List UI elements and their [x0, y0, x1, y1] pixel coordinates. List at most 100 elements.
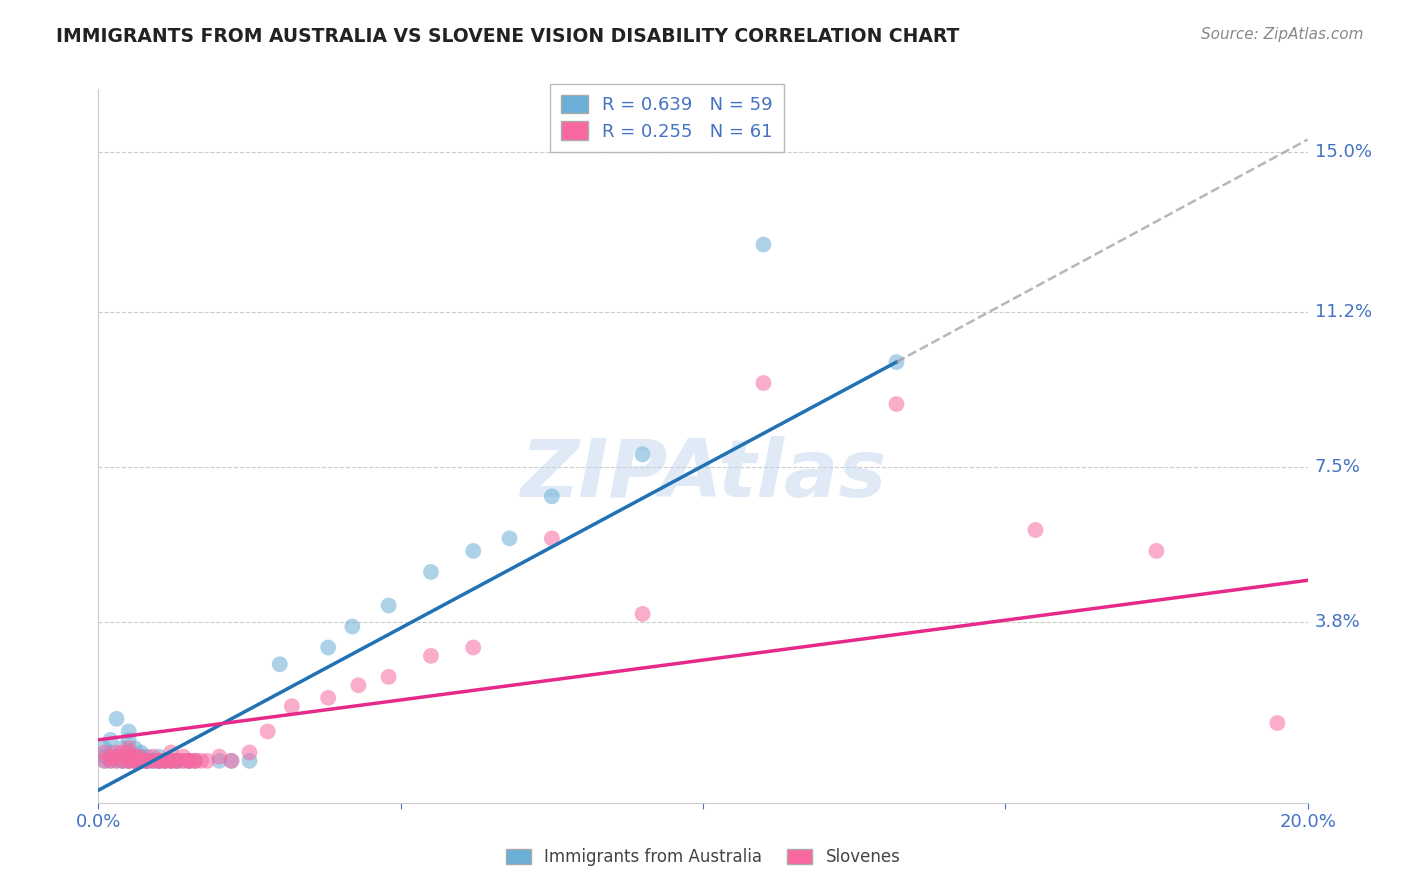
Point	[239, 746, 262, 760]
Point	[129, 754, 152, 768]
Point	[100, 749, 122, 764]
Point	[105, 754, 128, 768]
Point	[105, 746, 128, 760]
Point	[118, 749, 141, 764]
Point	[118, 724, 141, 739]
Point	[208, 754, 231, 768]
Point	[498, 532, 520, 546]
Point	[208, 749, 231, 764]
Point	[177, 754, 201, 768]
Point	[135, 754, 157, 768]
Point	[153, 754, 176, 768]
Point	[135, 754, 157, 768]
Point	[540, 532, 562, 546]
Point	[129, 749, 152, 764]
Point	[118, 754, 141, 768]
Point	[118, 741, 141, 756]
Point	[752, 376, 775, 390]
Point	[752, 237, 775, 252]
Text: 7.5%: 7.5%	[1315, 458, 1361, 476]
Point	[160, 754, 183, 768]
Point	[148, 754, 170, 768]
Point	[160, 754, 183, 768]
Point	[105, 749, 128, 764]
Point	[105, 754, 128, 768]
Point	[166, 754, 188, 768]
Point	[160, 754, 183, 768]
Point	[148, 754, 170, 768]
Point	[118, 749, 141, 764]
Point	[111, 754, 134, 768]
Point	[177, 754, 201, 768]
Point	[177, 754, 201, 768]
Point	[105, 712, 128, 726]
Point	[111, 754, 134, 768]
Point	[177, 754, 201, 768]
Point	[886, 397, 908, 411]
Text: ZIPAtlas: ZIPAtlas	[520, 435, 886, 514]
Point	[142, 754, 165, 768]
Point	[100, 754, 122, 768]
Point	[142, 754, 165, 768]
Point	[124, 754, 146, 768]
Point	[160, 754, 183, 768]
Point	[111, 741, 134, 756]
Point	[239, 754, 262, 768]
Point	[153, 754, 176, 768]
Point	[377, 670, 399, 684]
Point	[118, 746, 141, 760]
Point	[118, 746, 141, 760]
Point	[269, 657, 291, 672]
Point	[316, 640, 339, 655]
Point	[142, 754, 165, 768]
Point	[124, 754, 146, 768]
Point	[148, 749, 170, 764]
Point	[142, 749, 165, 764]
Point	[100, 754, 122, 768]
Point	[93, 754, 115, 768]
Point	[124, 754, 146, 768]
Point	[129, 754, 152, 768]
Point	[124, 749, 146, 764]
Point	[93, 746, 115, 760]
Point	[148, 754, 170, 768]
Point	[111, 754, 134, 768]
Legend: Immigrants from Australia, Slovenes: Immigrants from Australia, Slovenes	[498, 840, 908, 875]
Point	[190, 754, 212, 768]
Text: 3.8%: 3.8%	[1315, 614, 1360, 632]
Point	[463, 640, 485, 655]
Point	[166, 754, 188, 768]
Point	[1265, 716, 1288, 731]
Point	[135, 754, 157, 768]
Point	[347, 678, 370, 692]
Point	[281, 699, 304, 714]
Point	[221, 754, 243, 768]
Text: 11.2%: 11.2%	[1315, 302, 1372, 321]
Point	[124, 754, 146, 768]
Point	[256, 724, 278, 739]
Point	[1144, 544, 1167, 558]
Text: IMMIGRANTS FROM AUSTRALIA VS SLOVENE VISION DISABILITY CORRELATION CHART: IMMIGRANTS FROM AUSTRALIA VS SLOVENE VIS…	[56, 27, 960, 45]
Point	[166, 754, 188, 768]
Point	[124, 749, 146, 764]
Point	[129, 754, 152, 768]
Point	[184, 754, 207, 768]
Point	[129, 746, 152, 760]
Point	[160, 746, 183, 760]
Point	[172, 749, 194, 764]
Point	[153, 754, 176, 768]
Text: Source: ZipAtlas.com: Source: ZipAtlas.com	[1201, 27, 1364, 42]
Point	[377, 599, 399, 613]
Point	[135, 749, 157, 764]
Point	[316, 690, 339, 705]
Point	[135, 754, 157, 768]
Point	[195, 754, 218, 768]
Point	[463, 544, 485, 558]
Point	[166, 754, 188, 768]
Point	[100, 746, 122, 760]
Point	[148, 754, 170, 768]
Point	[100, 732, 122, 747]
Point	[93, 741, 115, 756]
Point	[419, 565, 441, 579]
Point	[631, 447, 654, 461]
